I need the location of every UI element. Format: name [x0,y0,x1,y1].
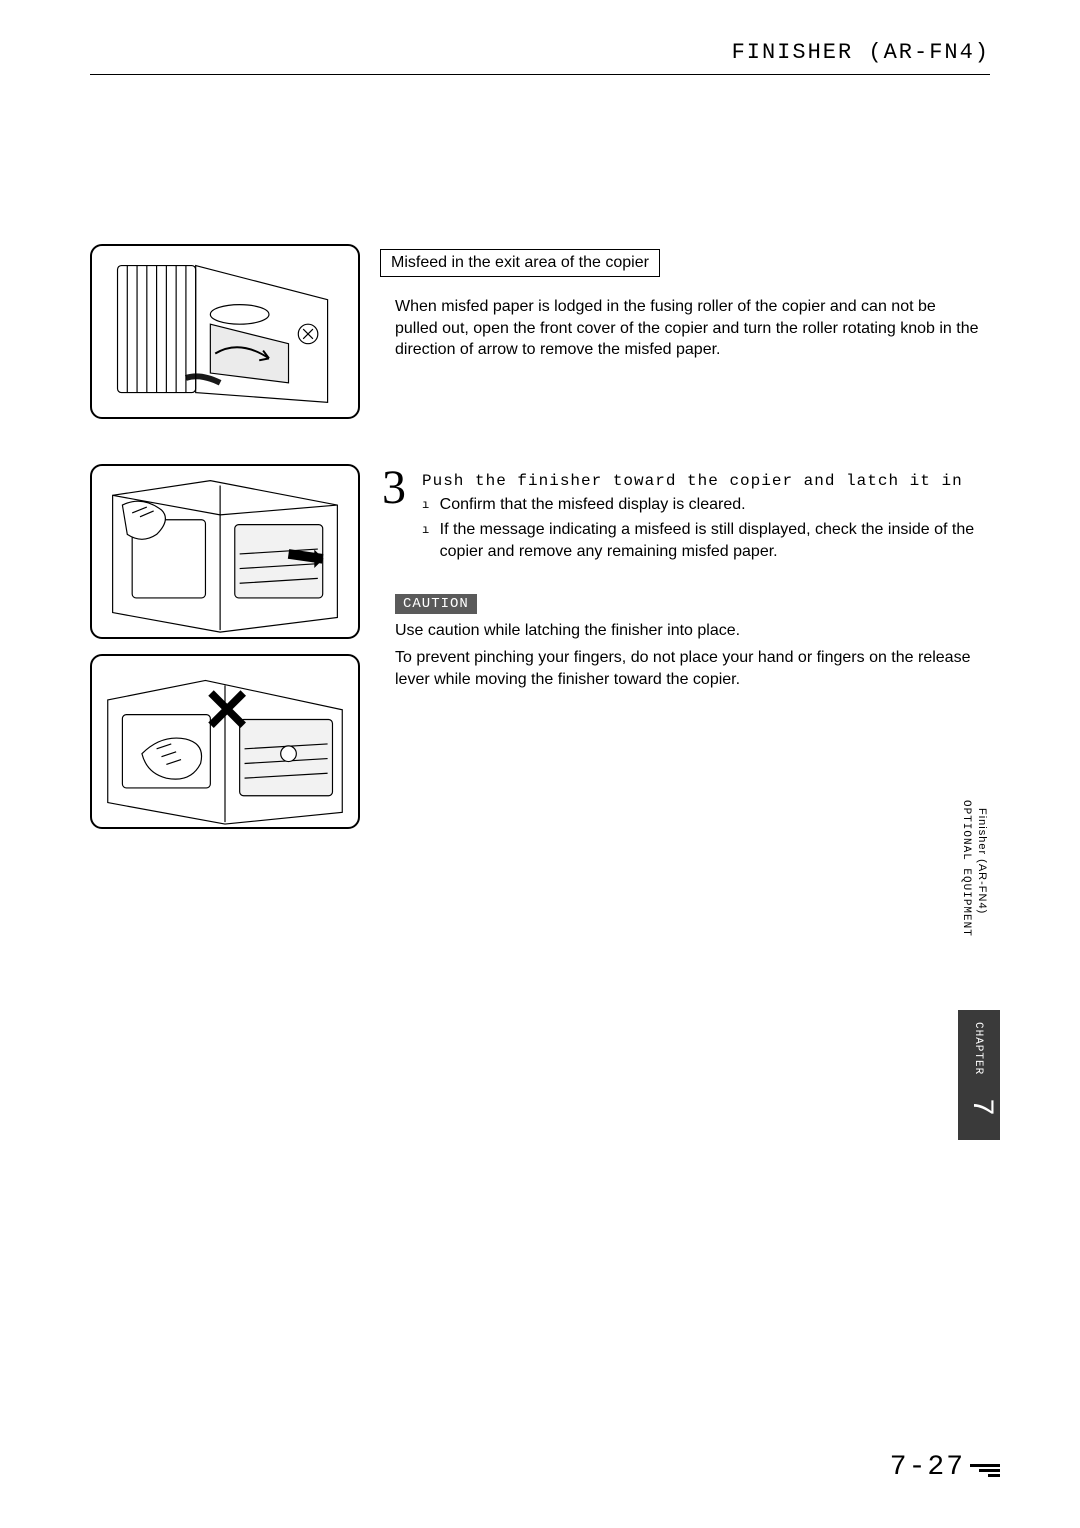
caution-text-2: To prevent pinching your fingers, do not… [395,647,980,690]
misfeed-label-box: Misfeed in the exit area of the copier [380,249,660,277]
page-number: 7-27 [890,1452,965,1483]
header-divider [90,74,990,75]
bullet-marker-icon: ı [422,522,429,538]
misfeed-paragraph: When misfed paper is lodged in the fusin… [395,296,980,361]
illustration-pinch-warning: ✕ [90,654,360,829]
side-chapter-label: CHAPTER [972,1022,984,1075]
illustration-misfeed-exit-area [90,244,360,419]
side-finisher-label: Finisher (AR-FN4) [976,808,988,914]
step-title: Push the finisher toward the copier and … [422,472,963,490]
header-title: FINISHER (AR-FN4) [732,40,990,65]
page-mark-icon [970,1464,1000,1478]
illustration-push-finisher [90,464,360,639]
side-tab: OPTIONAL EQUIPMENT Finisher (AR-FN4) CHA… [958,800,1000,1145]
step-bullet-1: ı Confirm that the misfeed display is cl… [422,494,980,516]
cross-icon: ✕ [202,676,252,746]
bullet-text-1: Confirm that the misfeed display is clea… [440,494,978,516]
caution-text-1: Use caution while latching the finisher … [395,622,980,640]
bullet-text-2: If the message indicating a misfeed is s… [440,519,978,562]
bullet-marker-icon: ı [422,497,429,513]
caution-label: CAUTION [395,594,477,614]
step-number: 3 [382,460,406,515]
side-chapter-number: 7 [964,1098,998,1116]
step-bullet-2: ı If the message indicating a misfeed is… [422,519,980,562]
side-optional-label: OPTIONAL EQUIPMENT [960,800,972,937]
side-chapter-box: CHAPTER 7 [958,1010,1000,1140]
